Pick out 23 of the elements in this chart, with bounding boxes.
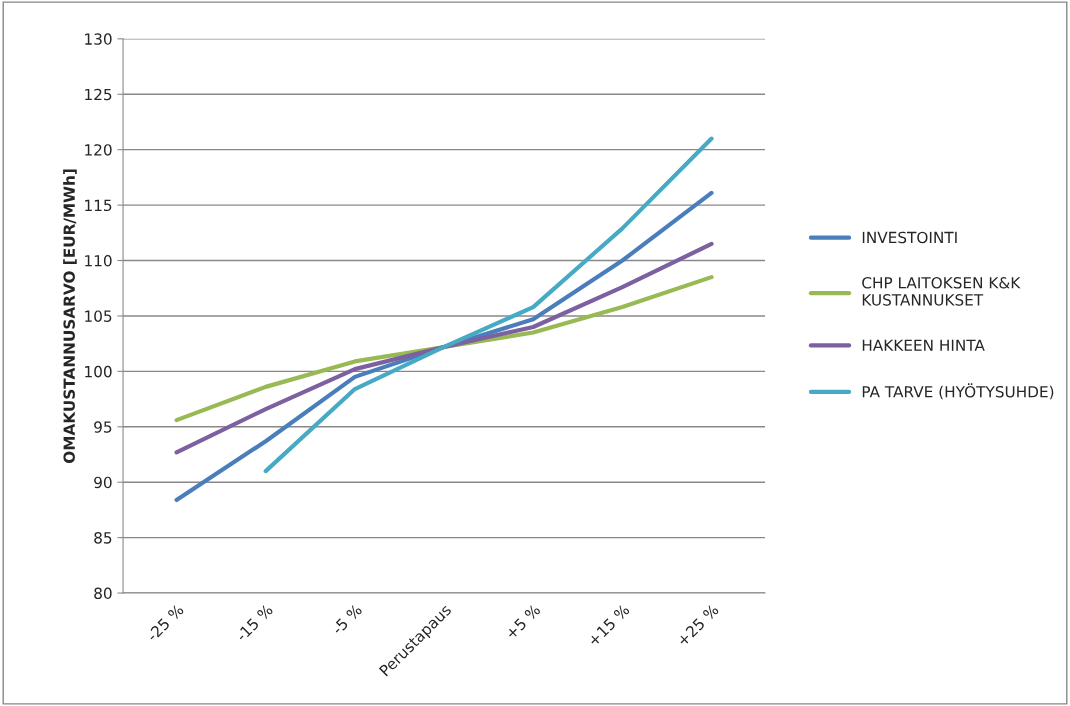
x-tick-label: -15 % xyxy=(235,603,274,642)
y-tick-label: 80 xyxy=(94,587,112,600)
line-series xyxy=(174,241,714,455)
y-tick-label: 130 xyxy=(85,33,112,45)
y-tick-label: 125 xyxy=(85,88,112,101)
legend-label: PA TARVE (HYÖTYSUHDE) xyxy=(862,383,1054,400)
line-series xyxy=(174,190,714,503)
x-tick-label: +5 % xyxy=(504,603,541,640)
y-axis-title: OMAKUSTANNUSARVO [EUR/MWh] xyxy=(63,169,77,463)
legend-label: INVESTOINTI xyxy=(862,231,957,244)
x-tick-label: -5 % xyxy=(331,603,363,636)
x-tick-label: -25 % xyxy=(145,603,185,642)
legend-label: CHP LAITOKSEN K&K KUSTANNUKSET xyxy=(862,277,1021,306)
y-tick-label: 95 xyxy=(94,421,112,433)
y-tick-label: 115 xyxy=(85,199,112,212)
y-tick-label: 120 xyxy=(85,144,112,156)
legend-label: HAKKEEN HINTA xyxy=(862,339,985,351)
y-tick-label: 90 xyxy=(94,476,112,489)
y-tick-label: 110 xyxy=(85,254,112,267)
y-tick-label: 85 xyxy=(94,532,112,544)
y-tick-label: 100 xyxy=(85,365,112,378)
line-series xyxy=(263,136,714,474)
y-tick-label: 105 xyxy=(85,310,112,322)
